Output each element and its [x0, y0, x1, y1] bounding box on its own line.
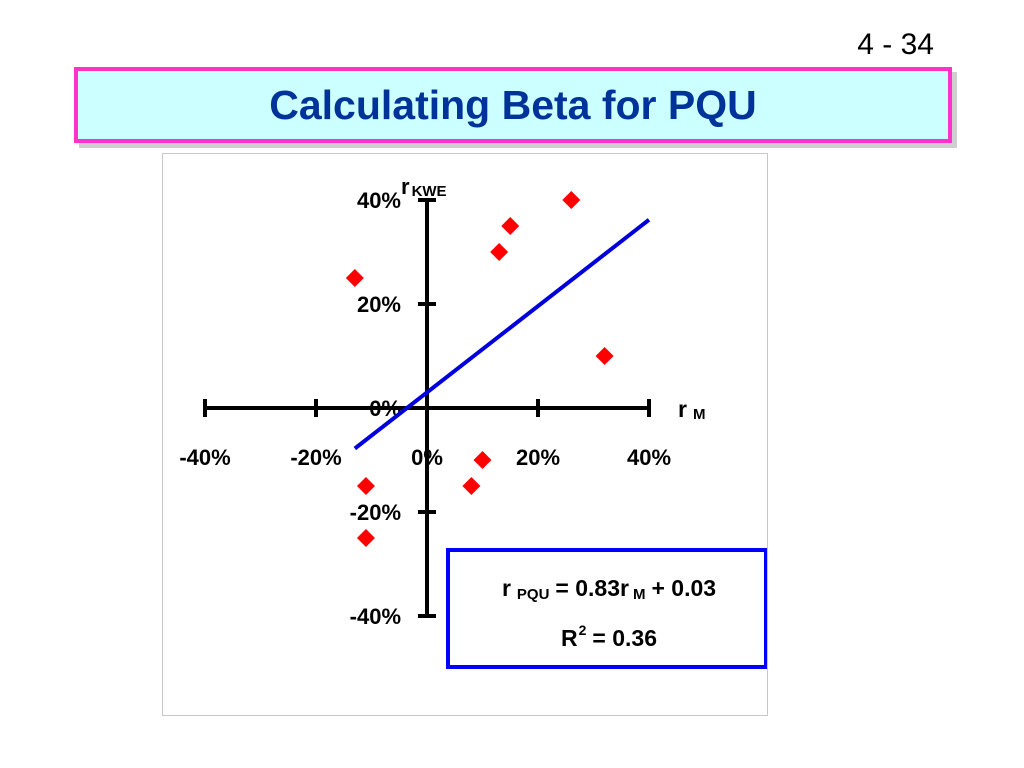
- regression-line: [353, 218, 651, 451]
- regression-equation: r PQU = 0.83r M + 0.03: [502, 575, 716, 603]
- data-points: [345, 191, 614, 547]
- data-point: [490, 243, 509, 261]
- slide-title: Calculating Beta for PQU: [269, 81, 757, 128]
- data-point: [356, 529, 375, 547]
- x-tick-label: 20%: [516, 445, 560, 470]
- x-tick-label: 0%: [411, 445, 443, 470]
- y-tick-label: -20%: [350, 500, 401, 525]
- y-tick-label: 40%: [357, 188, 401, 213]
- data-point: [562, 191, 581, 209]
- data-point: [345, 269, 364, 287]
- data-point: [356, 477, 375, 495]
- x-tick-label: 40%: [627, 445, 671, 470]
- y-tick-label: -40%: [350, 604, 401, 629]
- data-point: [501, 217, 520, 235]
- page-number: 4 - 34: [857, 28, 934, 61]
- title-banner: Calculating Beta for PQU: [74, 67, 952, 143]
- data-point: [473, 451, 492, 469]
- tick-labels: -40% -20% 0% 20% 40%40%20%0%-20%-40%: [179, 188, 671, 629]
- data-point: [462, 477, 481, 495]
- regression-line-group: [353, 218, 651, 451]
- x-tick-label: -40%: [179, 445, 230, 470]
- equation-box: r PQU = 0.83r M + 0.03 R2 = 0.36: [446, 548, 768, 669]
- r-squared: R2 = 0.36: [561, 622, 657, 651]
- data-point: [595, 347, 614, 365]
- axes: [203, 198, 651, 618]
- x-tick-label: -20%: [290, 445, 341, 470]
- y-tick-label: 20%: [357, 292, 401, 317]
- y-axis-label: r KWE: [401, 174, 447, 200]
